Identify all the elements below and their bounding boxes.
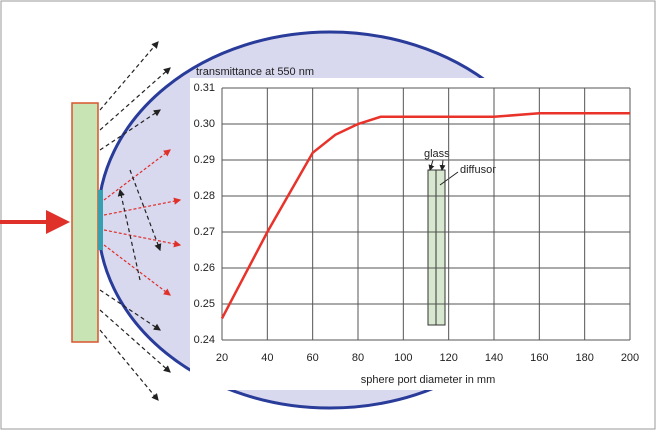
x-tick-label: 180 bbox=[575, 352, 593, 364]
y-tick-label: 0.30 bbox=[194, 118, 215, 130]
plot-background bbox=[190, 78, 645, 390]
x-tick-label: 20 bbox=[216, 352, 228, 364]
x-tick-label: 140 bbox=[485, 352, 503, 364]
data-line bbox=[220, 111, 630, 319]
y-tick-label: 0.29 bbox=[194, 154, 215, 166]
annotation: glass bbox=[424, 148, 450, 160]
x-tick-label: 100 bbox=[394, 352, 412, 364]
y-tick-label: 0.27 bbox=[194, 226, 215, 238]
x-tick-label: 200 bbox=[621, 352, 639, 364]
y-tick-label: 0.26 bbox=[194, 262, 215, 274]
x-tick-label: 40 bbox=[261, 352, 273, 364]
x-axis-label: sphere port diameter in mm bbox=[361, 374, 496, 386]
x-tick-label: 60 bbox=[307, 352, 319, 364]
y-tick-label: 0.25 bbox=[194, 298, 215, 310]
y-tick-label: 0.28 bbox=[194, 190, 215, 202]
scattered-rays bbox=[99, 41, 182, 401]
annotation: diffusor bbox=[460, 164, 496, 176]
chart-title: transmittance at 550 nm bbox=[196, 66, 314, 78]
x-tick-label: 80 bbox=[352, 352, 364, 364]
x-tick-label: 120 bbox=[439, 352, 457, 364]
sample bbox=[71, 102, 99, 343]
y-tick-label: 0.24 bbox=[194, 334, 215, 346]
x-tick-label: 160 bbox=[530, 352, 548, 364]
y-tick-label: 0.31 bbox=[194, 82, 215, 94]
port bbox=[98, 190, 103, 250]
